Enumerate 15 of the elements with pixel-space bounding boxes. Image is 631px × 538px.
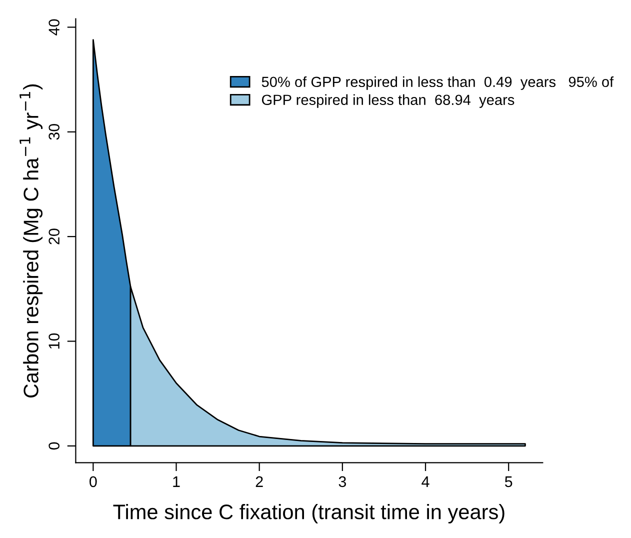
y-tick-label: 30 <box>48 124 60 140</box>
y-tick-label: 0 <box>48 442 60 450</box>
legend-label: 50% of GPP respired in less than 0.49 years 95% of <box>262 76 614 90</box>
x-axis-title: Time since C fixation (transit time in years) <box>113 504 504 524</box>
x-tick-label: 3 <box>338 476 346 488</box>
legend-label: GPP respired in less than 68.94 years <box>262 94 514 108</box>
x-tick-label: 0 <box>90 476 97 488</box>
y-axis-title: Carbon respired (Mg C ha$^{−1}$ yr$^{−1}$) <box>20 84 43 398</box>
x-tick-label: 1 <box>173 476 180 487</box>
x-tick-label: 2 <box>256 476 263 487</box>
x-tick-label: 4 <box>422 476 430 487</box>
y-tick-label: 40 <box>48 19 60 36</box>
x-tick-label: 5 <box>504 476 512 488</box>
y-tick-label: 10 <box>48 333 60 349</box>
y-tick-label: 20 <box>48 228 60 244</box>
